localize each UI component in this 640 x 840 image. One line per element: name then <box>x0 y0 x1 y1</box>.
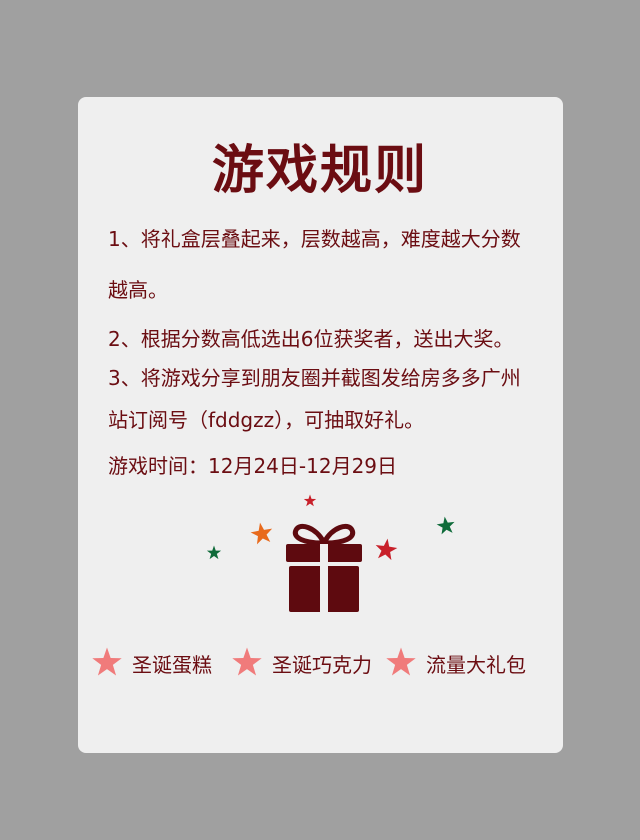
rules-card <box>78 97 563 753</box>
page-title: 游戏规则 <box>211 141 428 201</box>
pink-star-icon <box>386 647 416 676</box>
prize-item-cake: 圣诞蛋糕 <box>90 646 212 680</box>
game-time: 游戏时间：12月24日-12月29日 <box>108 454 398 478</box>
pink-star-icon <box>232 647 262 676</box>
rule-item-1: 1、将礼盒层叠起来，层数越高，难度越大分数越高。 <box>108 227 521 302</box>
prize-list: 圣诞蛋糕 圣诞巧克力 流量大礼包 <box>90 643 526 683</box>
prize-label: 流量大礼包 <box>426 652 526 677</box>
prize-label: 圣诞蛋糕 <box>132 652 212 677</box>
prize-item-data-package: 流量大礼包 <box>384 646 526 680</box>
rules-list: 1、将礼盒层叠起来，层数越高，难度越大分数越高。 2、根据分数高低选出6位获奖者… <box>108 222 538 483</box>
rule-item-2: 2、根据分数高低选出6位获奖者，送出大奖。 <box>108 327 514 351</box>
rule-item-3: 3、将游戏分享到朋友圈并截图发给房多多广州站订阅号（fddgzz），可抽取好礼。 <box>108 366 521 432</box>
pink-star-icon <box>92 647 122 676</box>
prize-item-chocolate: 圣诞巧克力 <box>230 646 372 680</box>
prize-label: 圣诞巧克力 <box>272 652 372 677</box>
